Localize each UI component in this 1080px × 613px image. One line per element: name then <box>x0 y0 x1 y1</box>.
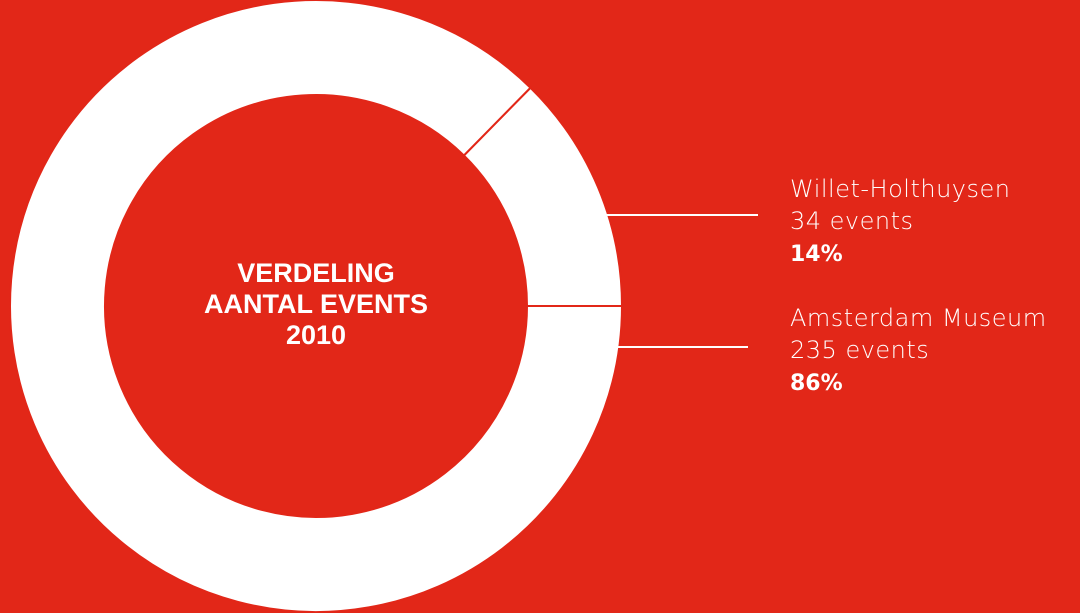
chart-title: AANTAL EVENTS <box>204 289 428 319</box>
percentage-label: 86% <box>790 371 843 396</box>
value-label: 34 events <box>790 207 914 235</box>
chart-title: 2010 <box>286 320 346 350</box>
donut-slice <box>9 0 624 613</box>
value-label: 235 events <box>790 336 929 364</box>
legend-label: Amsterdam Museum <box>790 304 1047 332</box>
legend-label: Willet-Holthuysen <box>790 175 1010 203</box>
chart-title: VERDELING <box>237 258 395 288</box>
percentage-label: 14% <box>790 242 843 267</box>
